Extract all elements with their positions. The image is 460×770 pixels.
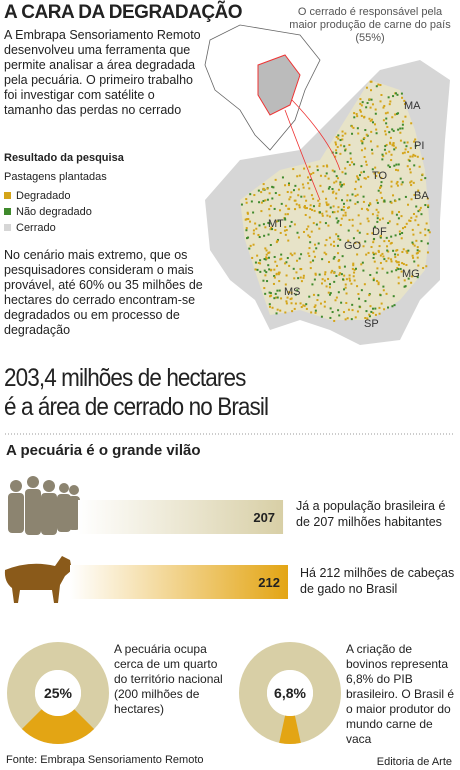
legend-label: Não degradado: [16, 206, 92, 218]
bar: [78, 500, 284, 534]
headline-line: é a área de cerrado no Brasil: [4, 393, 269, 421]
legend-swatch: [4, 192, 11, 199]
pasture-dots: [240, 80, 431, 322]
title: A CARA DA DEGRADAÇÃO: [4, 2, 243, 23]
legend-swatch: [4, 208, 11, 215]
state-label: PI: [414, 140, 425, 152]
inset-map: [204, 24, 341, 201]
state-label: MA: [404, 100, 421, 112]
cerrado-area: [240, 80, 430, 320]
state-label: GO: [344, 240, 362, 252]
legend-subheading: Pastagens plantadas: [4, 171, 107, 183]
bar-value: 207: [253, 510, 275, 525]
legend-item: Cerrado: [4, 220, 92, 236]
donut-label: 25%: [44, 685, 73, 701]
bar-text: Já a população brasileira é de 207 milhõ…: [296, 499, 446, 529]
state-label: MT: [268, 218, 284, 230]
donut-text: A criação de bovinos representa 6,8% do …: [346, 642, 455, 746]
donut-label: 6,8%: [274, 685, 306, 701]
headline: 203,4 milhões de hectares é a área de cer…: [4, 364, 269, 422]
donut-slice: [21, 709, 95, 745]
map: [204, 24, 450, 345]
bar-text: Há 212 milhões de cabeças de gado no Bra…: [300, 566, 455, 596]
donut-hole: [267, 670, 313, 716]
legend-label: Degradado: [16, 190, 71, 202]
state-label: MS: [284, 286, 301, 298]
state-label: SP: [364, 318, 379, 330]
map-caption: O cerrado é responsável pela maior produ…: [289, 6, 451, 44]
scenario: No cenário mais extremo, que os pesquisa…: [4, 248, 203, 337]
bar: [70, 565, 288, 599]
bar-value: 212: [258, 575, 280, 590]
credit: Editoria de Arte: [376, 756, 452, 768]
donut-slice: [279, 715, 301, 744]
section-title: A pecuária é o grande vilão: [6, 442, 201, 459]
legend-swatch: [4, 224, 11, 231]
donut-hole: [35, 670, 81, 716]
state-label: DF: [372, 226, 387, 238]
legend-heading: Resultado da pesquisa: [4, 152, 124, 164]
state-label: BA: [414, 190, 429, 202]
cow: [4, 556, 73, 603]
state-label: TO: [372, 170, 388, 182]
legend-item: Degradado: [4, 188, 92, 204]
donut-text: A pecuária ocupa cerca de um quarto do t…: [114, 642, 223, 716]
legend-label: Cerrado: [16, 222, 56, 234]
state-label: MG: [402, 268, 420, 280]
people: [8, 476, 80, 535]
source: Fonte: Embrapa Sensoriamento Remoto: [6, 754, 204, 766]
headline-line: 203,4 milhões de hectares: [4, 364, 246, 392]
legend-item: Não degradado: [4, 204, 92, 220]
intro: A Embrapa Sensoriamento Remoto desenvolv…: [4, 28, 201, 117]
legend: Degradado Não degradado Cerrado: [4, 188, 92, 236]
